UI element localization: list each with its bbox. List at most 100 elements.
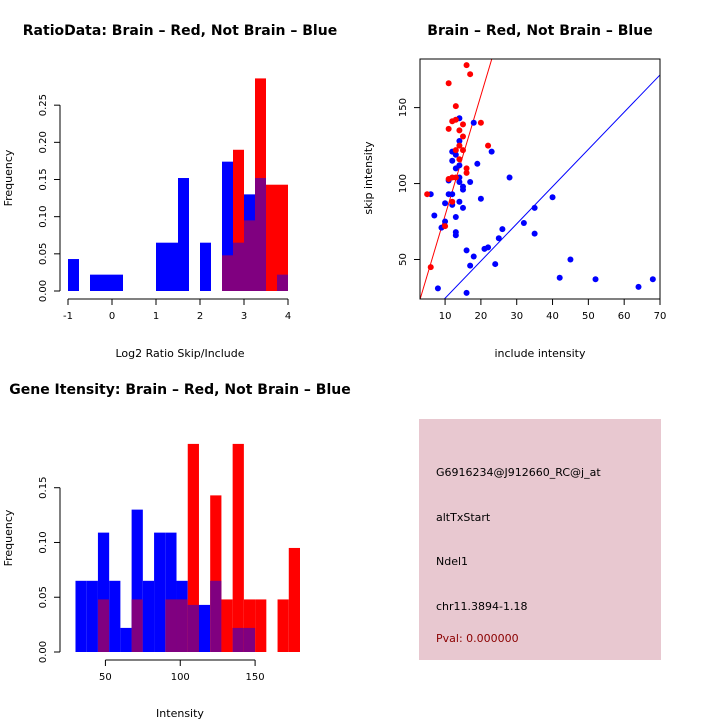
scatter-xlabel: include intensity (494, 347, 586, 360)
ratio-histogram-title: RatioData: Brain – Red, Not Brain – Blue (23, 23, 337, 39)
scatter-point-blue (442, 200, 449, 207)
scatter-title: Brain – Red, Not Brain – Blue (427, 23, 652, 39)
scatter-point-red (424, 191, 431, 198)
gene-histogram-bar-red (210, 495, 222, 652)
gene-histogram-y-tick-label: 0.10 (38, 531, 49, 553)
scatter-point-blue (467, 262, 474, 269)
scatter-point-red (452, 174, 459, 181)
ratio-histogram-bar-blue (112, 274, 123, 291)
ratio-histogram-y-tick-label: 0.20 (38, 131, 49, 153)
gene-histogram-y-tick-label: 0.05 (38, 586, 49, 608)
ratio-histogram-panel: RatioData: Brain – Red, Not Brain – Blue… (2, 23, 337, 360)
gene-histogram-bar-red (243, 599, 256, 652)
scatter-point-red (459, 133, 466, 140)
gene-histogram-bar-blue (86, 580, 98, 652)
ratio-histogram-xlabel: Log2 Ratio Skip/Include (115, 347, 244, 360)
gene-histogram-bar-overlap (232, 627, 244, 652)
gene-histogram-bar-blue (97, 532, 110, 652)
probe-id: G6916234@J912660_RC@j_at (436, 466, 601, 479)
gene-histogram-bar-blue (120, 627, 132, 652)
scatter-point-blue (452, 213, 459, 220)
scatter-point-blue (463, 247, 470, 254)
scatter-point-blue (520, 220, 527, 227)
scatter-point-blue (592, 276, 599, 283)
gene-histogram-bar-blue (165, 532, 177, 652)
scatter-x-tick-label: 30 (510, 311, 523, 322)
scatter-point-blue (649, 276, 656, 283)
gene-histogram-bar-overlap (176, 599, 188, 652)
scatter-point-red (445, 80, 452, 87)
gene-histogram-bar-red (221, 599, 233, 652)
gene-histogram-bar-overlap (243, 627, 256, 652)
scatter-point-blue (459, 204, 466, 211)
scatter-point-red (452, 116, 459, 123)
ratio-histogram-bar-blue (156, 242, 167, 291)
gene-histogram-ylabel: Frequency (2, 509, 15, 566)
scatter-point-red (452, 103, 459, 110)
scatter-point-red (467, 71, 474, 78)
ratio-histogram-y-tick-label: 0.00 (38, 280, 49, 302)
scatter-point-blue (492, 261, 499, 268)
ratio-histogram-bar-blue (167, 242, 178, 291)
gene-intensity-histogram-panel: Gene Itensity: Brain – Red, Not Brain – … (2, 382, 351, 720)
scatter-point-red (485, 142, 492, 149)
scatter-point-blue (470, 119, 477, 126)
ratio-histogram-x-tick-label: 4 (285, 311, 291, 322)
ratio-histogram-bar-overlap (233, 242, 244, 291)
scatter-point-red (456, 127, 463, 134)
scatter-point-blue (488, 148, 495, 155)
ratio-histogram-y-tick-label: 0.25 (38, 94, 49, 116)
ratio-histogram-bar-blue (178, 178, 189, 291)
scatter-point-red (463, 165, 470, 172)
scatter-point-red (452, 147, 459, 154)
scatter-point-blue (531, 230, 538, 237)
scatter-point-blue (506, 174, 513, 181)
ratio-histogram-ylabel: Frequency (2, 149, 15, 206)
ratio-histogram-bar-red (277, 184, 288, 291)
gene-histogram-bar-blue (142, 580, 155, 652)
genomic-location: chr11.3894-1.18 (436, 600, 528, 613)
scatter-point-red (442, 223, 449, 230)
scatter-y-tick-label: 100 (398, 174, 409, 193)
scatter-x-tick-label: 70 (654, 311, 667, 322)
scatter-point-blue (449, 157, 456, 164)
gene-histogram-xlabel: Intensity (156, 707, 204, 720)
gene-histogram-y-tick-label: 0.15 (38, 477, 49, 499)
scatter-point-red (445, 125, 452, 132)
scatter-y-tick-label: 150 (398, 98, 409, 117)
ratio-histogram-bar-blue (101, 274, 112, 291)
p-value: Pval: 0.000000 (436, 632, 519, 645)
scatter-point-red (477, 119, 484, 126)
ratio-histogram-bar-blue (222, 161, 233, 291)
ratio-histogram-y-tick-label: 0.10 (38, 206, 49, 228)
gene-histogram-bar-overlap (165, 599, 177, 652)
scatter-point-red (463, 169, 470, 176)
ratio-histogram-y-tick-label: 0.15 (38, 168, 49, 190)
scatter-point-blue (456, 179, 463, 186)
scatter-frame (419, 58, 661, 300)
scatter-x-tick-label: 60 (618, 311, 631, 322)
scatter-point-blue (456, 138, 463, 145)
intensity-scatter-panel: Brain – Red, Not Brain – Blue include in… (362, 23, 667, 360)
scatter-point-blue (477, 195, 484, 202)
gene-histogram-bar-overlap (131, 599, 143, 652)
ratio-histogram-x-tick-label: 0 (109, 311, 115, 322)
info-panel-background (419, 419, 661, 660)
gene-histogram-bar-red (232, 443, 244, 652)
gene-histogram-bar-blue (75, 580, 87, 652)
ratio-histogram-bar-blue (68, 259, 79, 291)
gene-histogram-y-tick-label: 0.00 (38, 641, 49, 663)
scatter-point-red (463, 62, 470, 69)
scatter-ylabel: skip intensity (362, 141, 375, 215)
gene-histogram-bar-red (255, 599, 267, 652)
ratio-histogram-bar-blue (90, 274, 101, 291)
gene-histogram-bar-blue (109, 580, 121, 652)
scatter-point-red (456, 142, 463, 149)
gene-histogram-bar-overlap (187, 604, 199, 652)
gene-name: Ndel1 (436, 555, 468, 568)
gene-histogram-bar-red (288, 547, 300, 652)
gene-histogram-bar-blue (154, 532, 166, 652)
ratio-histogram-x-tick-label: -1 (63, 311, 73, 322)
ratio-histogram-x-tick-label: 2 (197, 311, 203, 322)
